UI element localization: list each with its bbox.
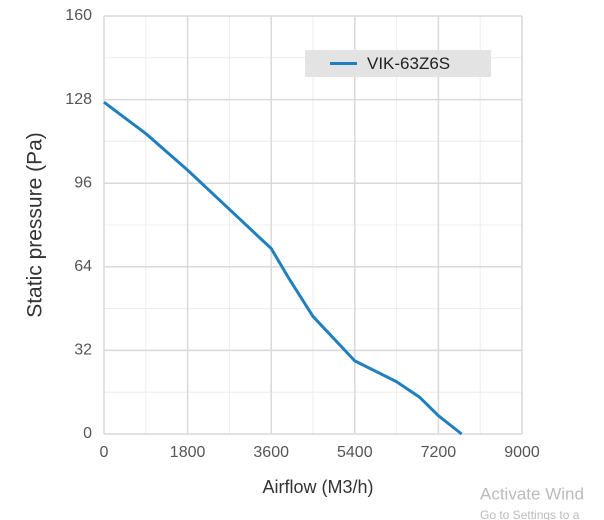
x-tick-label: 7200	[421, 444, 457, 461]
y-tick-label: 96	[74, 174, 92, 191]
watermark: Activate Wind	[480, 484, 584, 503]
watermark: Go to Settings to a	[480, 508, 580, 520]
x-tick-label: 9000	[504, 444, 540, 461]
x-tick-label: 1800	[170, 444, 206, 461]
legend-label: VIK-63Z6S	[367, 54, 450, 73]
x-axis-label: Airflow (M3/h)	[262, 477, 373, 497]
y-tick-label: 0	[83, 425, 92, 442]
x-tick-label: 3600	[253, 444, 289, 461]
y-axis-label: Static pressure (Pa)	[24, 132, 47, 318]
x-tick-label: 0	[100, 444, 109, 461]
y-tick-label: 64	[74, 258, 92, 275]
x-tick-label: 5400	[337, 444, 373, 461]
y-tick-label: 160	[65, 7, 92, 24]
data-line	[103, 101, 463, 436]
y-tick-label: 32	[74, 342, 92, 359]
y-tick-label: 128	[65, 91, 92, 108]
